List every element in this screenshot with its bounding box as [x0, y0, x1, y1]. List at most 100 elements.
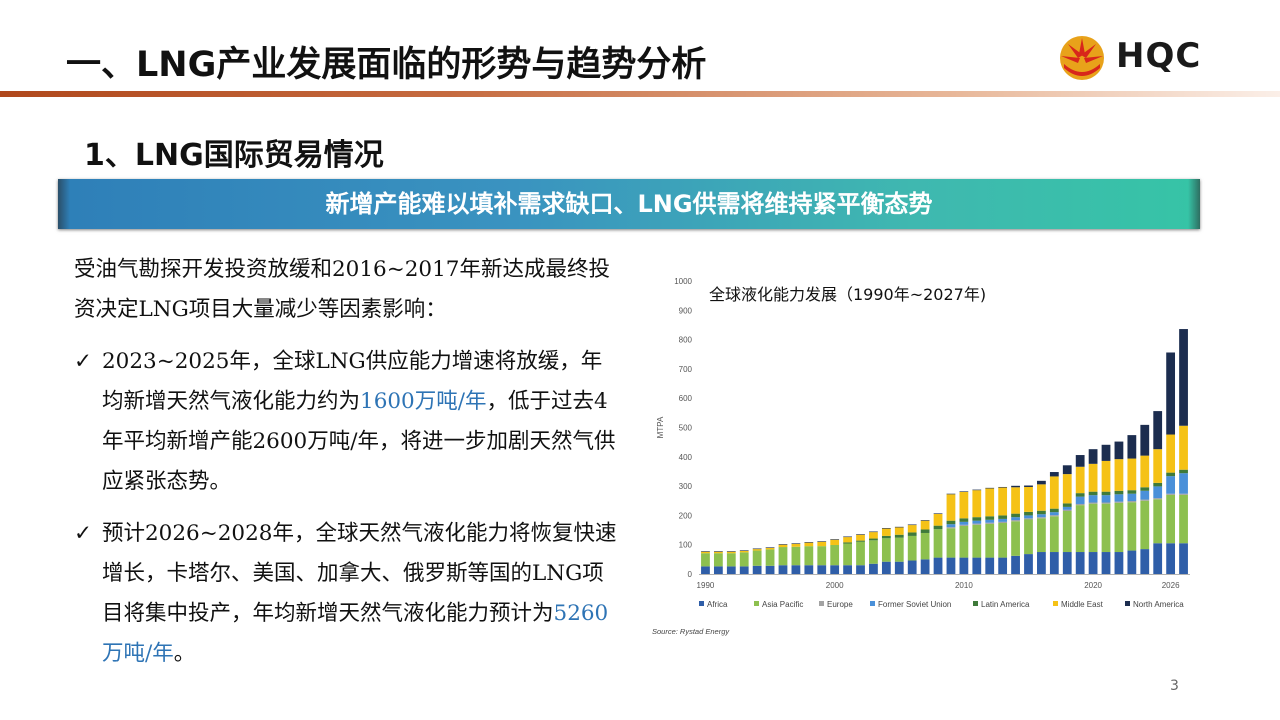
bar-segment-africa	[1062, 552, 1072, 574]
bar-segment-middle-east	[998, 487, 1008, 516]
bar-segment-middle-east	[1166, 434, 1176, 473]
bar-segment-middle-east	[1075, 466, 1085, 494]
bar-segment-asia-pacific	[817, 546, 827, 566]
bar-segment-north-america	[752, 548, 762, 550]
bar-segment-north-america	[1049, 472, 1059, 477]
bar-segment-latin-america	[1011, 513, 1020, 518]
bar-segment-africa	[701, 566, 710, 574]
bar-segment-asia-pacific	[1049, 516, 1059, 553]
bar-segment-latin-america	[998, 515, 1008, 519]
bar-segment-latin-america	[1049, 508, 1059, 513]
bar-segment-latin-america	[1075, 493, 1085, 497]
x-tick-label: 2026	[1162, 581, 1180, 590]
y-tick-label: 0	[688, 570, 693, 579]
y-tick-label: 200	[679, 511, 693, 520]
bar-segment-middle-east	[1037, 484, 1046, 511]
bar-segment-latin-america	[907, 532, 917, 536]
bar-segment-europe	[998, 521, 1008, 524]
bar-segment-latin-america	[1062, 503, 1072, 507]
bar-segment-africa	[907, 560, 917, 574]
bar-segment-asia-pacific	[894, 537, 904, 562]
bar-segment-asia-pacific	[726, 553, 736, 567]
bar-segment-africa	[778, 565, 788, 574]
bar-segment-africa	[998, 557, 1008, 574]
bar-segment-north-america	[881, 527, 891, 529]
bar-segment-europe	[1101, 502, 1111, 504]
bar-segment-asia-pacific	[1153, 499, 1163, 544]
bar-segment-middle-east	[881, 528, 891, 536]
bar-segment-north-america	[830, 539, 840, 540]
slide-title: 一、LNG产业发展面临的形势与趋势分析	[66, 45, 707, 85]
bullet-1-text-end: ，低于过去4年平均新增产能2600万吨/年，将进一步加剧天然气供应紧张态势。	[102, 389, 616, 494]
bar-segment-latin-america	[985, 516, 995, 520]
bar-segment-north-america	[946, 493, 956, 495]
bar-segment-asia-pacific	[1075, 505, 1085, 553]
legend-swatch-asia-pacific	[754, 601, 759, 606]
bar-segment-asia-pacific	[752, 550, 762, 566]
bar-segment-asia-pacific	[791, 546, 801, 566]
bar-segment-middle-east	[1140, 455, 1150, 488]
bar-segment-north-america	[1024, 485, 1033, 487]
bar-segment-latin-america	[972, 517, 982, 521]
bar-segment-africa	[1166, 543, 1176, 574]
bar-segment-africa	[752, 565, 762, 574]
bar-segment-north-america	[869, 531, 878, 533]
bar-segment-africa	[869, 563, 878, 574]
bar-segment-north-america	[920, 520, 930, 521]
bar-segment-middle-east	[920, 520, 930, 530]
bar-segment-africa	[1024, 554, 1033, 574]
bar-segment-middle-east	[972, 490, 982, 518]
legend-swatch-north-america	[1125, 601, 1130, 606]
bar-segment-africa	[1075, 552, 1085, 574]
bar-segment-middle-east	[946, 494, 956, 521]
bar-segment-asia-pacific	[933, 529, 943, 558]
bar-segment-middle-east	[739, 550, 749, 553]
bar-segment-europe	[985, 522, 995, 524]
bar-segment-asia-pacific	[985, 523, 995, 558]
bar-segment-asia-pacific	[920, 532, 930, 560]
bar-segment-north-america	[1037, 480, 1046, 485]
bar-segment-middle-east	[1062, 474, 1072, 504]
bar-segment-africa	[804, 565, 814, 574]
bar-segment-north-america	[726, 551, 736, 552]
bar-segment-africa	[1101, 552, 1111, 574]
bar-segment-middle-east	[1011, 487, 1020, 514]
bar-segment-asia-pacific	[1101, 503, 1111, 553]
bar-segment-north-america	[778, 544, 788, 545]
bar-segment-north-america	[1088, 449, 1098, 464]
bar-segment-africa	[726, 566, 736, 574]
bar-segment-asia-pacific	[881, 538, 891, 562]
bar-segment-middle-east	[1101, 460, 1111, 492]
bar-segment-north-america	[1011, 485, 1020, 488]
bar-segment-europe	[1114, 501, 1124, 503]
key-message-banner: 新增产能难以填补需求缺口、LNG供需将维持紧平衡态势	[58, 179, 1200, 229]
bar-segment-former-soviet-union	[985, 519, 995, 523]
bar-segment-asia-pacific	[972, 524, 982, 558]
legend-label-africa: Africa	[707, 600, 728, 609]
bar-segment-former-soviet-union	[1075, 496, 1085, 504]
x-tick-label: 1990	[697, 581, 715, 590]
bar-segment-asia-pacific	[1088, 503, 1098, 553]
bar-segment-former-soviet-union	[1037, 514, 1046, 518]
bar-segment-latin-america	[946, 520, 956, 525]
bar-segment-latin-america	[1088, 491, 1098, 496]
y-tick-label: 1000	[674, 277, 692, 286]
y-tick-label: 700	[679, 365, 693, 374]
bar-segment-former-soviet-union	[1127, 493, 1137, 502]
y-tick-label: 400	[679, 453, 693, 462]
bar-segment-latin-america	[1153, 482, 1163, 487]
legend-swatch-africa	[699, 601, 704, 606]
y-tick-label: 600	[679, 394, 693, 403]
bar-segment-middle-east	[959, 491, 969, 519]
bar-segment-north-america	[985, 487, 995, 489]
bullet-item-2: ✓ 预计2026~2028年，全球天然气液化能力将恢复快速增长，卡塔尔、美国、加…	[74, 514, 619, 674]
bar-segment-north-america	[1101, 444, 1111, 461]
bar-segment-africa	[881, 561, 891, 574]
bar-segment-europe	[959, 524, 969, 526]
bar-segment-latin-america	[1127, 490, 1137, 494]
bar-segment-former-soviet-union	[1011, 517, 1020, 521]
bar-segment-middle-east	[817, 541, 827, 547]
bar-segment-latin-america	[1037, 510, 1046, 515]
logo-text: HQC	[1116, 36, 1202, 76]
bar-segment-africa	[856, 565, 865, 574]
